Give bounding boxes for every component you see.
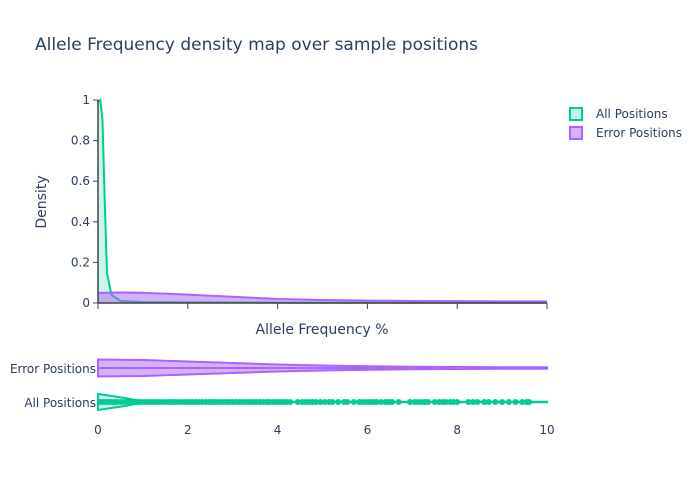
main-plot: 0 0.2 0.4 0.6 0.8 1 [71, 93, 548, 310]
legend-item[interactable]: Error Positions [569, 126, 682, 140]
rug-point [492, 399, 499, 405]
y-tick-label: 0 [82, 296, 90, 310]
legend-label: All Positions [596, 107, 668, 121]
rug-point [481, 399, 488, 405]
rug-point [395, 399, 402, 405]
chart-title: Allele Frequency density map over sample… [35, 35, 478, 55]
rug-point [317, 399, 324, 405]
violin-category-label: All Positions [24, 396, 96, 410]
x-tick-label: 0 [94, 423, 102, 437]
rug-point [485, 399, 492, 405]
rug-point [389, 399, 396, 405]
rug-point [526, 399, 533, 405]
rug-point [294, 399, 301, 405]
rug-point [465, 399, 472, 405]
rug-point [350, 399, 357, 405]
rug-point [321, 399, 328, 405]
rug-point [344, 399, 351, 405]
rug-point [407, 399, 414, 405]
y-tick-label: 1 [82, 93, 90, 107]
rug-point [373, 399, 380, 405]
rug-point [287, 399, 294, 405]
density-area-0 [98, 100, 547, 303]
rug-point [442, 399, 449, 405]
rug-point [505, 399, 512, 405]
density-line-1 [97, 291, 547, 303]
rug-point [431, 399, 438, 405]
violin-plot: Error Positions All Positions 0 2 4 6 8 10 [10, 358, 555, 437]
rug-point [312, 399, 319, 405]
rug-point [469, 399, 476, 405]
x-tick-label: 4 [274, 423, 282, 437]
density-line-0 [97, 97, 547, 304]
rug-point [377, 399, 384, 405]
violin-category-label: Error Positions [10, 362, 96, 376]
x-tick-label: 10 [539, 423, 554, 437]
legend-swatch [569, 126, 583, 140]
rug-point [474, 399, 481, 405]
x-tick-label: 6 [364, 423, 372, 437]
legend-swatch [569, 107, 583, 121]
rug-point [519, 399, 526, 405]
y-tick-label: 0.4 [71, 215, 90, 229]
legend-item[interactable]: All Positions [569, 107, 668, 121]
legend-label: Error Positions [596, 126, 682, 140]
rug-point [329, 399, 336, 405]
rug-point [454, 399, 461, 405]
x-axis-label: Allele Frequency % [256, 322, 389, 338]
rug-point [499, 399, 506, 405]
y-axis-label: Density [34, 175, 50, 228]
rug-point [425, 399, 432, 405]
x-tick-label: 8 [453, 423, 461, 437]
rug-point [335, 399, 342, 405]
density-area-1 [98, 292, 547, 303]
y-tick-label: 0.6 [71, 174, 90, 188]
x-tick-label: 2 [184, 423, 192, 437]
legend[interactable]: All Positions Error Positions [569, 107, 682, 140]
y-tick-label: 0.8 [71, 134, 90, 148]
rug-point [512, 399, 519, 405]
y-tick-label: 0.2 [71, 255, 90, 269]
